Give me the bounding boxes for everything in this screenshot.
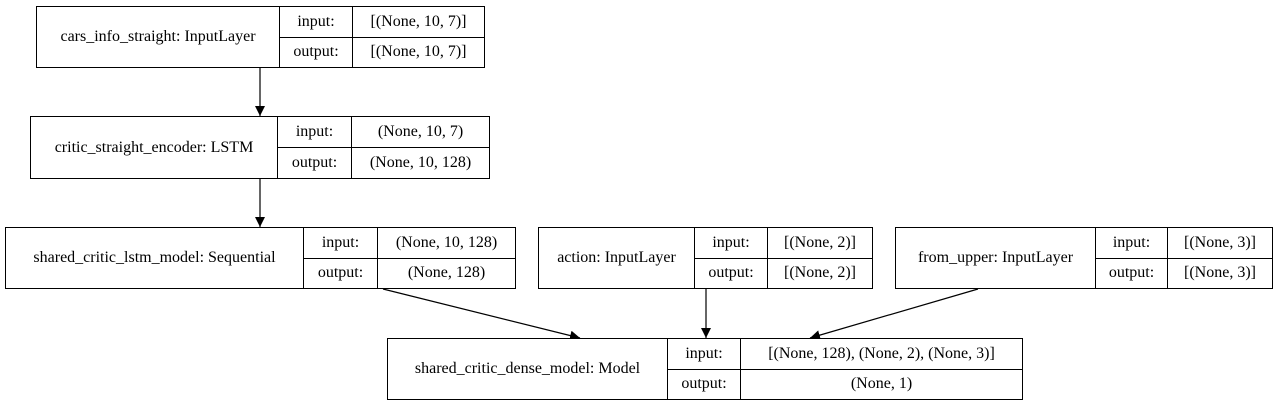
node-name: from_upper: InputLayer [896, 228, 1096, 288]
output-shape: [(None, 2)] [784, 264, 856, 282]
edge-lstm-model-to-dense-model [382, 288, 581, 341]
input-label: input: [668, 339, 741, 369]
node-shared-critic-lstm-model: shared_critic_lstm_model: Sequential inp… [5, 227, 516, 289]
output-shape: [(None, 10, 7)] [370, 43, 467, 61]
input-shape: (None, 10, 128) [395, 233, 498, 251]
edge-from-upper-to-dense-model [809, 288, 979, 340]
output-shape: (None, 1) [850, 375, 913, 393]
output-label: output: [695, 258, 768, 288]
node-name: action: InputLayer [539, 228, 695, 288]
input-label: input: [1096, 228, 1168, 258]
output-shape: (None, 10, 128) [369, 154, 472, 171]
node-critic-straight-encoder: critic_straight_encoder: LSTM input: (Non… [30, 116, 490, 179]
output-label: output: [668, 369, 741, 399]
node-name: shared_critic_dense_model: Model [388, 339, 668, 399]
node-name: critic_straight_encoder: LSTM [31, 117, 278, 178]
node-from-upper: from_upper: InputLayer input: [(None, 3)]… [895, 227, 1273, 289]
input-shape: [(None, 2)] [784, 233, 856, 251]
input-label: input: [304, 228, 378, 258]
node-shared-critic-dense-model: shared_critic_dense_model: Model input: [… [387, 338, 1023, 400]
output-label: output: [278, 148, 352, 178]
output-shape: (None, 128) [407, 264, 486, 282]
output-shape: [(None, 3)] [1184, 264, 1256, 282]
node-name: cars_info_straight: InputLayer [37, 7, 280, 67]
input-shape: [(None, 128), (None, 2), (None, 3)] [768, 344, 995, 362]
node-action: action: InputLayer input: [(None, 2)] out… [538, 227, 873, 289]
input-label: input: [695, 228, 768, 258]
output-label: output: [1096, 258, 1168, 288]
input-shape: [(None, 10, 7)] [370, 12, 467, 30]
input-label: input: [280, 7, 353, 37]
input-label: input: [278, 117, 352, 147]
output-label: output: [304, 258, 378, 288]
output-label: output: [280, 37, 353, 67]
input-shape: (None, 10, 7) [377, 123, 464, 140]
node-cars-info-straight: cars_info_straight: InputLayer input: [(N… [36, 6, 485, 68]
node-name: shared_critic_lstm_model: Sequential [6, 228, 304, 288]
input-shape: [(None, 3)] [1184, 233, 1256, 251]
